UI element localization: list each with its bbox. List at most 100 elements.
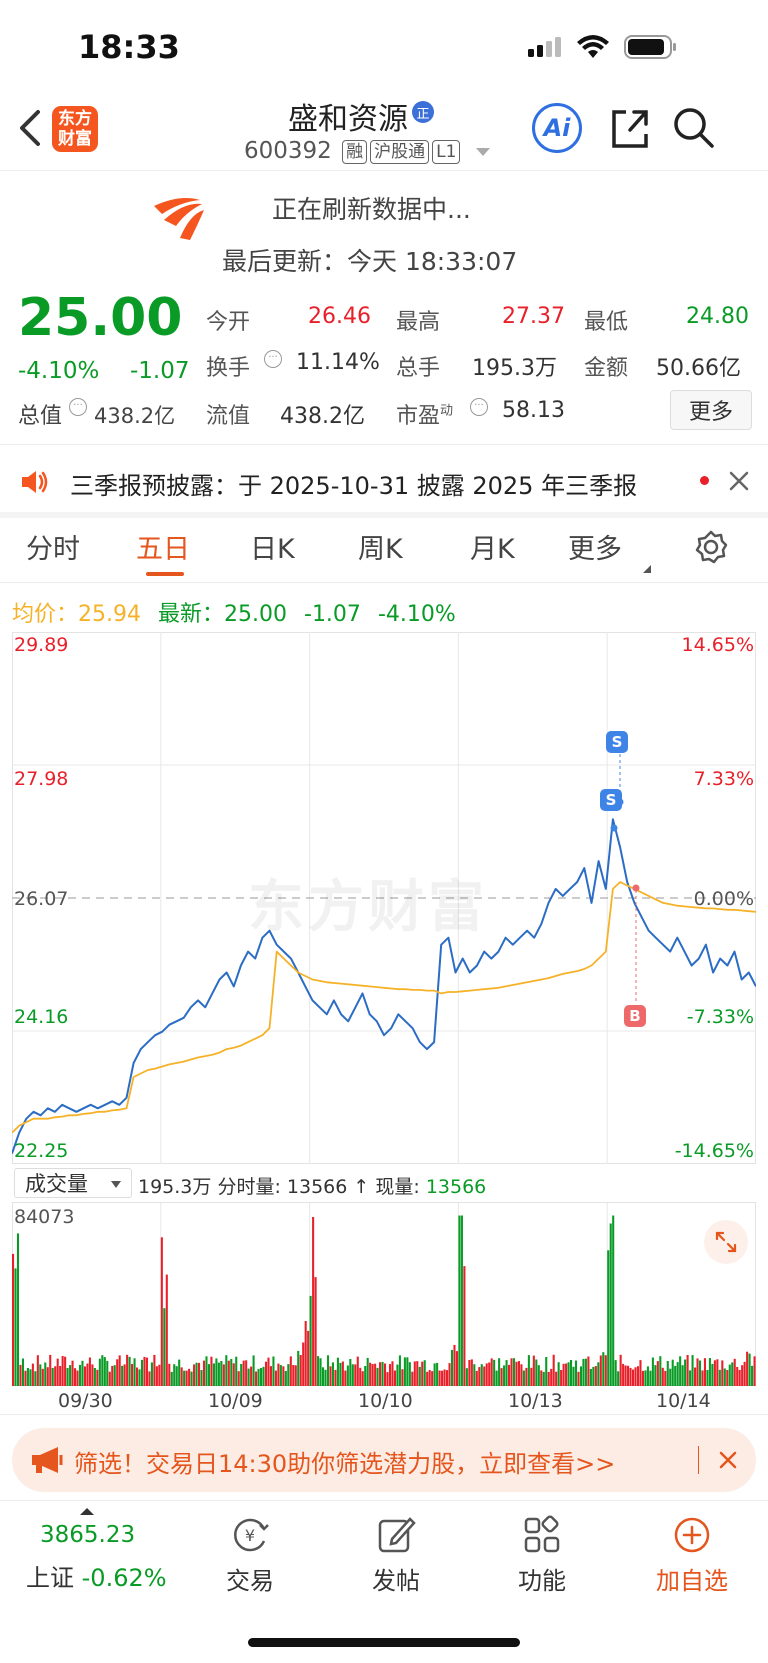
back-icon[interactable] — [14, 108, 44, 148]
volume-bar — [356, 1356, 359, 1386]
tab-monthly-k[interactable]: 月K — [470, 534, 515, 565]
volume-chart[interactable] — [12, 1202, 756, 1386]
volume-bar — [674, 1365, 677, 1386]
avg-info-row: 均价：25.94 最新：25.00 -1.07 -4.10% — [12, 596, 456, 628]
y-label-mid: 26.07 — [14, 888, 69, 910]
volume-bar — [619, 1354, 622, 1386]
volume-bar — [485, 1363, 488, 1386]
close-notice-icon[interactable] — [728, 470, 750, 492]
volume-bar — [150, 1362, 153, 1386]
change-value: -1.07 — [130, 358, 190, 384]
volume-bar — [570, 1360, 573, 1386]
volume-bar — [654, 1365, 657, 1386]
notice-text[interactable]: 三季报预披露：于 2025-10-31 披露 2025 年三季报 — [70, 472, 638, 500]
volume-bar — [483, 1366, 486, 1386]
pct-label-top: 14.65% — [681, 634, 754, 656]
volume-bar — [116, 1359, 119, 1386]
sell-marker-1[interactable]: S — [606, 731, 628, 753]
volume-bar — [537, 1365, 540, 1386]
y-label-4: 24.16 — [14, 1006, 69, 1028]
volume-bar — [14, 1268, 17, 1386]
volume-bar — [64, 1356, 67, 1386]
volume-bar — [98, 1358, 101, 1386]
last-update: 最后更新：今天 18:33:07 — [222, 247, 518, 276]
buy-marker[interactable]: B — [624, 1005, 646, 1027]
close-promo-icon[interactable] — [718, 1450, 738, 1470]
volume-bar — [284, 1371, 287, 1386]
volume-bar — [495, 1370, 498, 1386]
volume-selector-label: 成交量 — [25, 1172, 88, 1196]
volume-bar — [307, 1330, 310, 1386]
turnover-info-icon[interactable]: ··· — [264, 350, 282, 368]
volume-bar — [423, 1360, 426, 1386]
volume-bar — [406, 1357, 409, 1386]
info-icon[interactable]: ··· — [69, 398, 88, 416]
volume-bar — [567, 1362, 570, 1386]
promo-text: 筛选！交易日14:30助你筛选潜力股，立即查看>> — [74, 1450, 616, 1478]
more-button[interactable]: 更多 — [670, 390, 752, 430]
tab-five-day[interactable]: 五日 — [136, 534, 190, 565]
volume-bar — [493, 1359, 496, 1386]
volume-bar — [185, 1370, 188, 1386]
volume-bar — [279, 1365, 282, 1386]
volume-bar — [532, 1355, 535, 1386]
sell-marker-2[interactable]: S — [600, 789, 622, 811]
volume-bar — [547, 1371, 550, 1386]
volume-bar — [69, 1365, 72, 1386]
search-icon[interactable] — [672, 106, 716, 150]
tab-daily-k[interactable]: 日K — [250, 534, 295, 565]
latest-change-pct: -4.10% — [377, 602, 456, 627]
volume-bar — [624, 1365, 627, 1386]
nav-post[interactable]: 发帖 — [336, 1515, 456, 1596]
volume-bar — [245, 1360, 248, 1386]
volume-bar — [636, 1366, 640, 1386]
tab-weekly-k[interactable]: 周K — [358, 534, 403, 565]
volume-bar — [59, 1366, 62, 1386]
nav-add-watchlist[interactable]: 加自选 — [632, 1515, 752, 1596]
volume-bar — [639, 1360, 642, 1386]
expand-chart-icon[interactable] — [704, 1220, 748, 1264]
volume-bar — [346, 1365, 349, 1386]
volume-bar — [669, 1368, 672, 1386]
nav-trade[interactable]: ¥ 交易 — [190, 1515, 310, 1596]
tab-more[interactable]: 更多 — [568, 534, 622, 565]
change-pct: -4.10% — [18, 358, 100, 384]
index-value[interactable]: 3865.23 — [40, 1522, 136, 1548]
code-dropdown-icon[interactable] — [475, 147, 490, 156]
volume-bar — [386, 1372, 389, 1386]
promo-banner[interactable]: 筛选！交易日14:30助你筛选潜力股，立即查看>> — [12, 1428, 756, 1492]
avg-value: 25.94 — [78, 602, 141, 627]
settings-gear-icon[interactable] — [694, 530, 728, 564]
volume-bar — [91, 1364, 94, 1386]
index-change: -0.62% — [81, 1564, 167, 1592]
volume-bar — [379, 1362, 382, 1386]
ai-button[interactable]: Ai — [532, 103, 582, 153]
volume-bar — [54, 1366, 57, 1386]
volume-bar — [202, 1360, 206, 1386]
volume-bar — [339, 1362, 342, 1386]
volume-selector[interactable]: 成交量 — [14, 1168, 132, 1198]
share-icon[interactable] — [610, 106, 650, 150]
low-value: 24.80 — [686, 304, 749, 329]
volume-bar — [262, 1366, 265, 1386]
volume-bar — [267, 1357, 270, 1386]
pe-info-icon[interactable]: ··· — [470, 398, 488, 416]
tab-intraday[interactable]: 分时 — [26, 534, 80, 565]
home-indicator — [248, 1638, 520, 1647]
volume-bar — [713, 1360, 716, 1386]
volume-bar — [140, 1359, 144, 1386]
volume-bar — [508, 1364, 511, 1386]
volume-bar — [416, 1361, 419, 1386]
volume-bar — [413, 1361, 416, 1386]
index-row[interactable]: 上证 -0.62% — [26, 1558, 167, 1593]
nav-functions[interactable]: 功能 — [482, 1515, 602, 1596]
volume-bar — [676, 1362, 679, 1386]
volume-bar — [594, 1366, 597, 1386]
price-chart[interactable] — [12, 632, 756, 1164]
volume-bar — [344, 1370, 347, 1386]
volume-bar — [510, 1358, 513, 1386]
tag-hk-connect: 沪股通 — [370, 139, 430, 164]
volume-label: 总手 — [396, 356, 441, 381]
volume-bar — [123, 1364, 126, 1386]
volume-bar — [659, 1356, 662, 1386]
